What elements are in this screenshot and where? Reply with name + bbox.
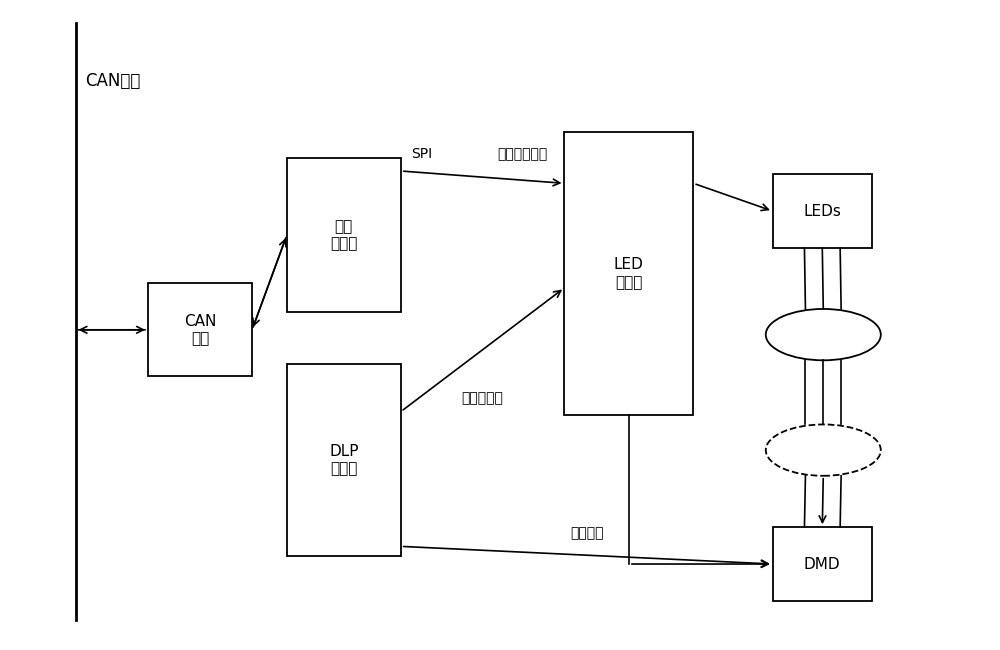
Bar <box>148 283 252 376</box>
Ellipse shape <box>766 424 881 476</box>
Bar <box>287 363 401 556</box>
Text: CAN
通信: CAN 通信 <box>184 313 216 346</box>
Bar <box>564 133 693 415</box>
Text: LEDs: LEDs <box>803 203 841 218</box>
Ellipse shape <box>766 309 881 360</box>
Text: CAN总线: CAN总线 <box>85 72 141 90</box>
Text: 汽车
控制器: 汽车 控制器 <box>330 219 358 252</box>
Bar <box>773 527 872 601</box>
Bar <box>773 174 872 248</box>
Bar <box>287 158 401 312</box>
Text: 帧同步信号: 帧同步信号 <box>462 391 504 405</box>
Text: 控制信号: 控制信号 <box>570 526 604 540</box>
Text: 背光设置命令: 背光设置命令 <box>497 148 547 161</box>
Text: DLP
控制器: DLP 控制器 <box>329 443 359 476</box>
Text: DMD: DMD <box>804 556 841 571</box>
Text: LED
控制器: LED 控制器 <box>614 257 644 290</box>
Text: SPI: SPI <box>411 148 432 161</box>
